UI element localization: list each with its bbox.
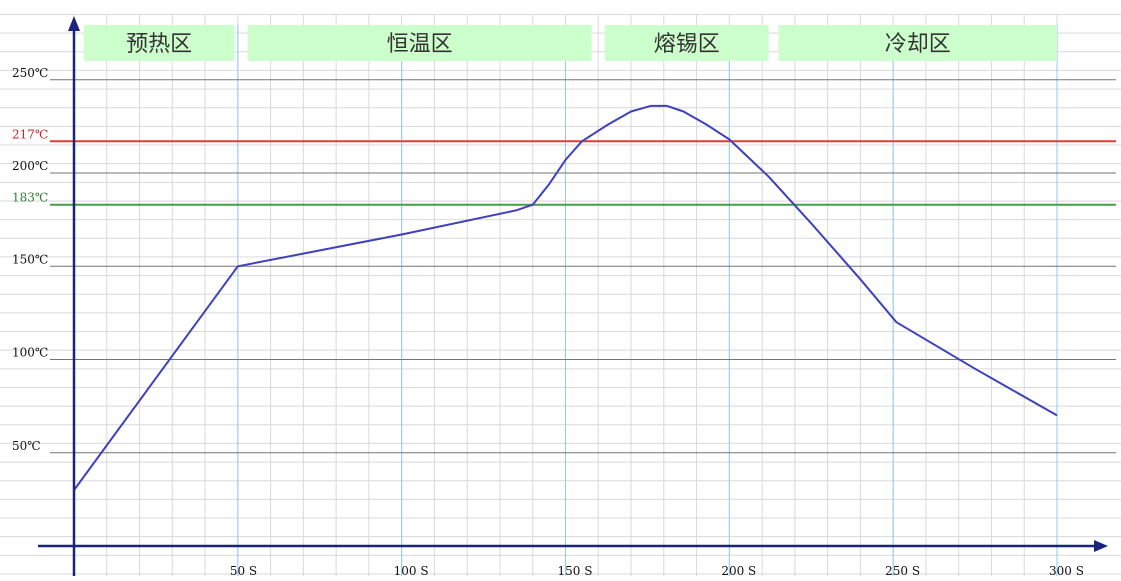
x-tick-label: 50 S [230,564,257,578]
zone-bands: 预热区 恒温区 熔锡区 冷却区 [83,25,1057,61]
zone-label: 预热区 [126,32,192,57]
y-tick-label: 250℃ [12,66,48,80]
x-tick-label: 200 S [721,564,756,578]
y-tick-label: 217℃ [12,127,48,141]
zone-band [778,25,1057,61]
zone-band [247,25,592,61]
zone-band [604,25,769,61]
tick-labels: 50℃ 100℃ 150℃ 183℃ 200℃ 217℃ 250℃ 50 S 100 S 150 … [12,66,1084,578]
y-tick-label: 50℃ [12,439,41,453]
x-tick-label: 100 S [394,564,429,578]
y-tick-label: 150℃ [12,252,48,266]
y-axis-arrow-icon [68,16,80,31]
x-tick-label: 250 S [885,564,920,578]
zone-label: 恒温区 [387,32,453,57]
y-tick-label: 200℃ [12,159,48,173]
x-tick-label: 150 S [558,564,593,578]
series-line [73,104,1058,491]
axes [38,16,1108,576]
x-axis-arrow-icon [1094,540,1108,552]
zone-label: 熔锡区 [654,32,720,57]
x-tick-label: 300 S [1049,564,1084,578]
y-tick-label: 183℃ [12,191,48,205]
series-layer [73,104,1058,491]
zone-band [83,25,235,61]
zone-label: 冷却区 [885,32,951,57]
major-grid [50,24,1116,576]
y-tick-label: 100℃ [12,346,48,360]
